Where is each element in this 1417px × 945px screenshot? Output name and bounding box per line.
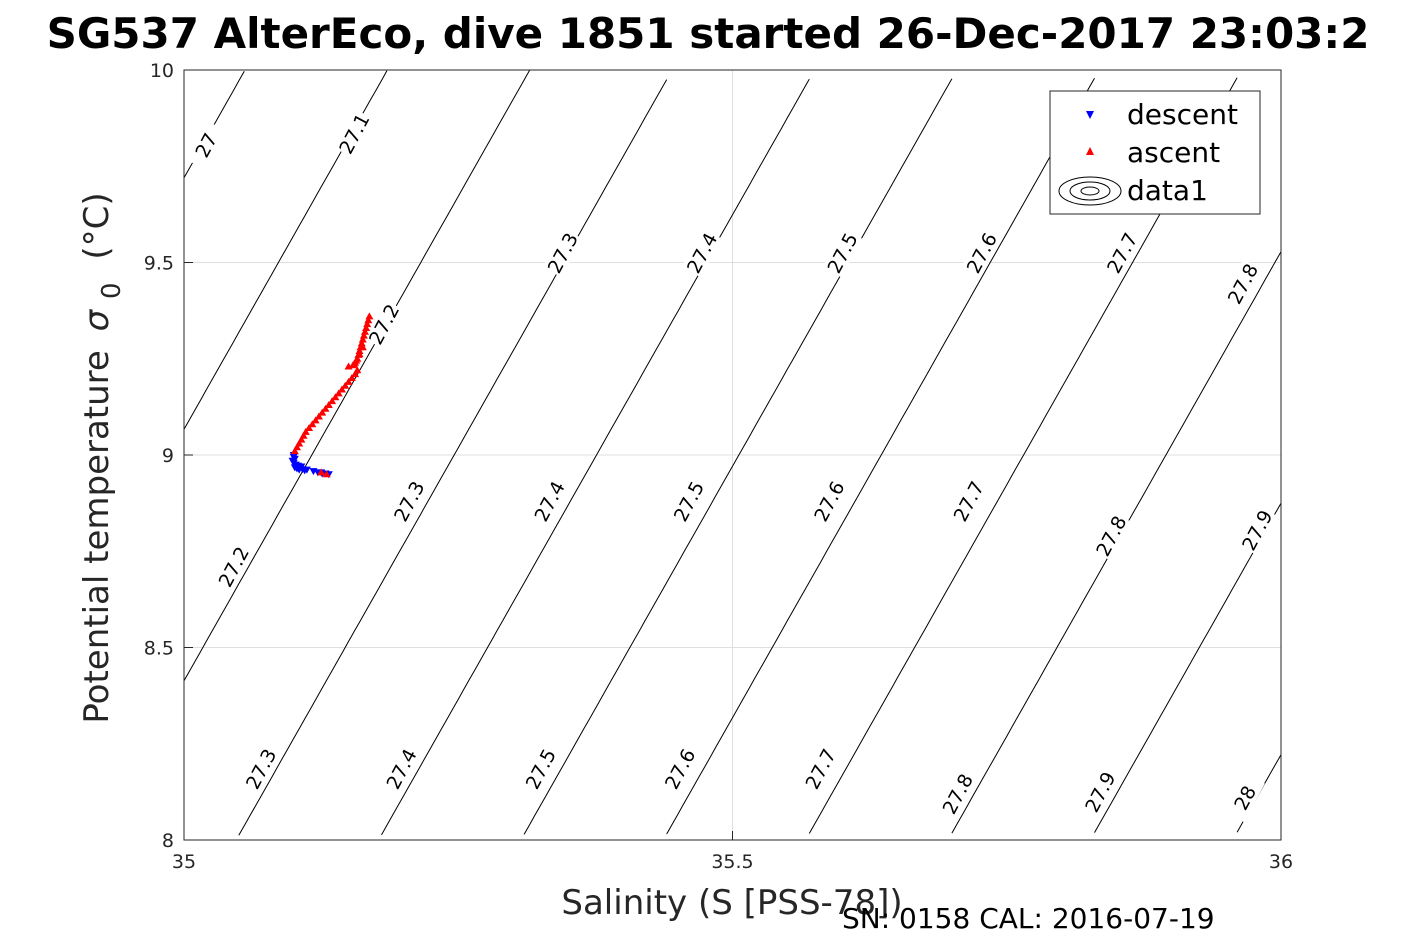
descent-marker bbox=[297, 463, 306, 471]
ascent-marker bbox=[297, 435, 306, 443]
ascent-marker bbox=[361, 327, 370, 335]
x-axis-ticks: 35 35.5 36 bbox=[172, 831, 1293, 873]
ascent-marker bbox=[292, 443, 301, 451]
ascent-marker bbox=[353, 366, 362, 374]
descent-marker bbox=[302, 466, 311, 474]
contour-line bbox=[1094, 502, 1282, 833]
legend-descent-label: descent bbox=[1127, 98, 1238, 131]
ascent-marker bbox=[321, 404, 330, 412]
ascent-marker bbox=[301, 427, 310, 435]
x-tick-label: 35 bbox=[172, 851, 196, 873]
legend-ascent-marker bbox=[1086, 147, 1094, 155]
ascent-marker bbox=[317, 468, 326, 476]
ascent-marker bbox=[314, 412, 323, 420]
y-axis-ticks: 8 8.5 9 9.5 10 bbox=[144, 60, 193, 852]
ascent-marker bbox=[355, 350, 364, 358]
contour-line bbox=[666, 77, 1095, 835]
ascent-marker bbox=[362, 323, 371, 331]
x-tick-label: 35.5 bbox=[711, 851, 753, 873]
ascent-marker bbox=[358, 343, 367, 351]
y-tick-label: 9.5 bbox=[144, 253, 174, 275]
ascent-marker bbox=[305, 424, 314, 432]
ascent-marker bbox=[341, 381, 350, 389]
ascent-marker bbox=[363, 320, 372, 328]
y-tick-label: 8.5 bbox=[144, 638, 174, 660]
calibration-footer: SN: 0158 CAL: 2016-07-19 bbox=[842, 902, 1215, 935]
svg-text:Potential temperature σ: Potential temperature σ 0 (°C) bbox=[77, 192, 129, 723]
contour-labels: 27 27.127.227.227.327.327.327.427.427.427… bbox=[185, 108, 1277, 823]
legend-contour-icon bbox=[1058, 176, 1122, 206]
descent-marker bbox=[288, 457, 297, 465]
ascent-marker bbox=[308, 420, 317, 428]
y-axis-label-sigma: σ bbox=[77, 308, 117, 331]
y-tick-label: 9 bbox=[162, 445, 174, 467]
ascent-marker bbox=[290, 447, 299, 455]
data-markers bbox=[288, 312, 374, 479]
ascent-marker bbox=[324, 400, 333, 408]
ascent-marker bbox=[353, 354, 362, 362]
y-tick-label: 8 bbox=[162, 830, 174, 852]
descent-marker bbox=[289, 453, 298, 461]
ascent-marker bbox=[299, 431, 308, 439]
contour-line bbox=[381, 78, 810, 836]
chart-title: SG537 AlterEco, dive 1851 started 26-Dec… bbox=[47, 9, 1370, 58]
ascent-marker bbox=[365, 312, 374, 320]
y-axis-label-subscript: 0 bbox=[97, 282, 127, 299]
contour-line bbox=[238, 79, 668, 836]
ascent-marker bbox=[359, 331, 368, 339]
y-axis-label-unit: (°C) bbox=[77, 192, 117, 259]
ascent-marker bbox=[311, 416, 320, 424]
ascent-marker bbox=[351, 370, 360, 378]
ascent-marker bbox=[322, 470, 331, 478]
y-axis-label: Potential temperature σ 0 (°C) bbox=[77, 192, 129, 723]
ascent-marker bbox=[337, 385, 346, 393]
y-axis-label-text: Potential temperature bbox=[77, 350, 117, 723]
ascent-marker bbox=[334, 389, 343, 397]
ascent-marker bbox=[364, 316, 373, 324]
x-tick-label: 36 bbox=[1269, 851, 1293, 873]
ascent-marker bbox=[295, 439, 304, 447]
ascent-marker bbox=[328, 397, 337, 405]
ascent-marker bbox=[318, 408, 327, 416]
contour-line bbox=[523, 78, 953, 835]
legend: descent ascent data1 bbox=[1049, 90, 1261, 215]
legend-descent-marker bbox=[1086, 111, 1094, 119]
y-tick-label: 10 bbox=[150, 60, 174, 82]
x-axis-label: Salinity (S [PSS-78]) bbox=[561, 883, 902, 923]
ascent-marker bbox=[358, 335, 367, 343]
legend-contour-label: data1 bbox=[1127, 174, 1208, 207]
ascent-marker bbox=[347, 374, 356, 381]
ascent-marker bbox=[331, 393, 340, 401]
legend-ascent-label: ascent bbox=[1127, 136, 1220, 169]
ascent-marker bbox=[357, 339, 366, 347]
ascent-marker bbox=[344, 377, 353, 385]
